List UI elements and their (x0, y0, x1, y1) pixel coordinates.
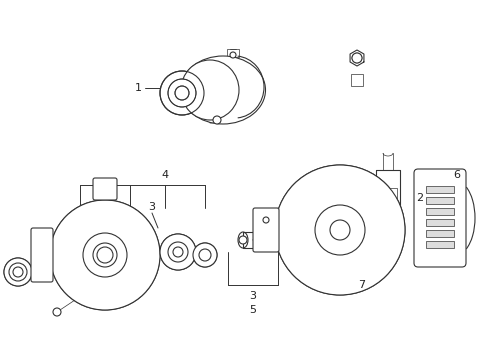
Circle shape (4, 258, 32, 286)
FancyBboxPatch shape (414, 169, 466, 267)
Circle shape (175, 86, 189, 100)
Circle shape (13, 267, 23, 277)
Ellipse shape (181, 60, 239, 120)
FancyBboxPatch shape (93, 178, 117, 200)
Circle shape (263, 217, 269, 223)
Bar (379, 188, 397, 198)
Circle shape (173, 247, 183, 257)
Bar (379, 203, 397, 213)
Circle shape (275, 165, 405, 295)
Text: 3: 3 (249, 291, 256, 301)
Ellipse shape (180, 56, 266, 124)
Circle shape (83, 233, 127, 277)
Text: 3: 3 (148, 202, 155, 212)
Bar (351, 74, 363, 86)
FancyBboxPatch shape (253, 208, 279, 252)
Circle shape (213, 116, 221, 124)
Bar (426, 219, 454, 226)
Text: 7: 7 (359, 280, 366, 290)
Text: 1: 1 (134, 83, 142, 93)
Text: 4: 4 (161, 170, 169, 180)
Circle shape (97, 247, 113, 263)
FancyBboxPatch shape (31, 228, 53, 282)
Circle shape (168, 79, 196, 107)
Circle shape (199, 249, 211, 261)
Bar (379, 218, 397, 228)
Circle shape (239, 236, 247, 244)
Circle shape (93, 243, 117, 267)
Bar (426, 197, 454, 204)
Circle shape (160, 234, 196, 270)
Bar (426, 186, 454, 193)
Text: 5: 5 (249, 305, 256, 315)
Circle shape (53, 308, 61, 316)
Circle shape (315, 205, 365, 255)
Circle shape (230, 52, 236, 58)
Bar (227, 49, 239, 57)
Circle shape (330, 220, 350, 240)
Circle shape (160, 71, 204, 115)
Bar (426, 241, 454, 248)
Bar (426, 208, 454, 215)
Circle shape (9, 263, 27, 281)
Text: 2: 2 (416, 193, 423, 203)
Circle shape (168, 242, 188, 262)
Circle shape (352, 53, 362, 63)
Circle shape (193, 243, 217, 267)
Bar (426, 230, 454, 237)
Text: 6: 6 (454, 170, 461, 180)
Circle shape (50, 200, 160, 310)
